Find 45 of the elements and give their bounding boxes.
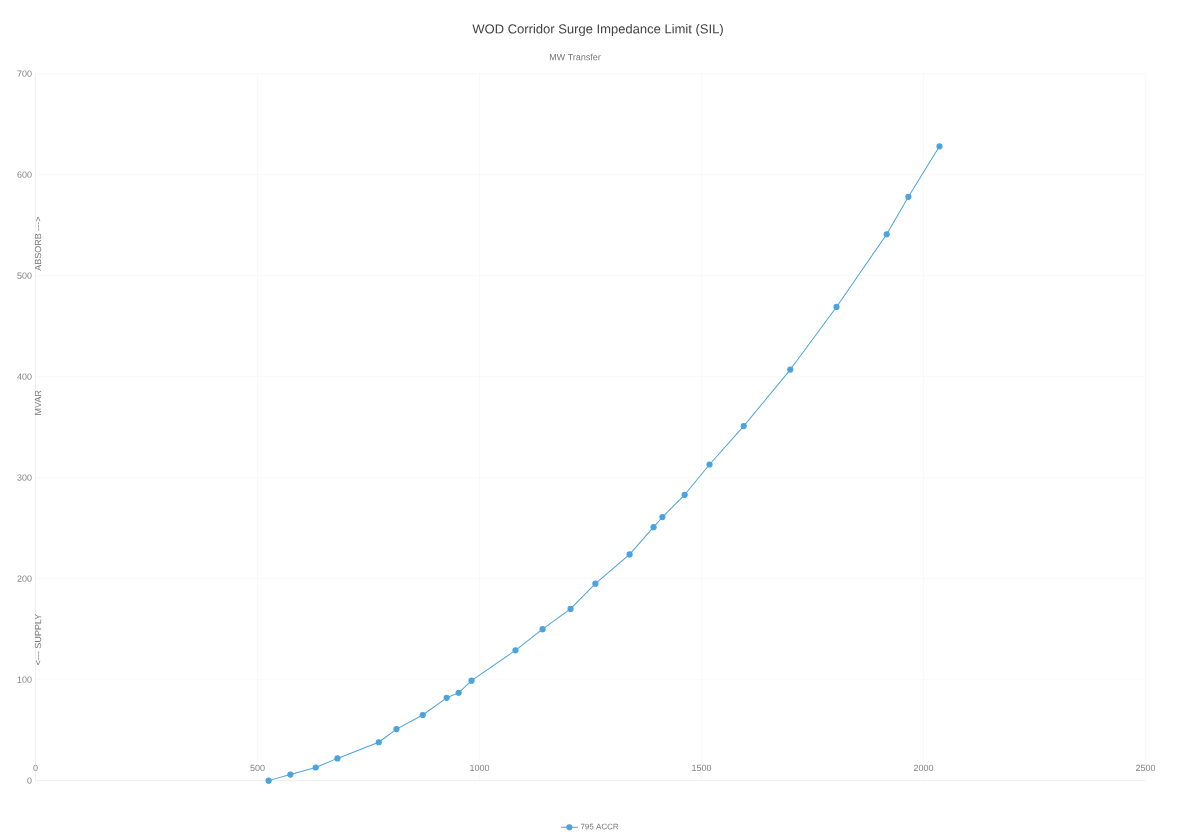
point — [681, 491, 688, 498]
point — [567, 605, 574, 613]
legend-label: 795 ACCR — [580, 823, 619, 830]
x-tick-label: 2500 — [1135, 764, 1156, 772]
point — [393, 726, 400, 733]
chart-title: WOD Corridor Surge Impedance Limit (SIL) — [472, 24, 723, 37]
y-tick-label: 700 — [17, 70, 32, 77]
point — [626, 551, 633, 558]
point — [512, 647, 519, 654]
x-tick-label: 0 — [33, 764, 38, 772]
y-tick-label: 200 — [17, 575, 32, 582]
point — [312, 764, 319, 771]
point — [883, 231, 890, 238]
point — [419, 711, 426, 719]
point — [539, 626, 546, 633]
point — [455, 689, 462, 696]
x-tick-label: 1500 — [692, 764, 712, 772]
x-axis-title: MW Transfer — [549, 53, 601, 61]
point — [650, 524, 657, 531]
point — [706, 461, 713, 468]
y-tick-label: 300 — [17, 474, 32, 481]
y-tick-label: 100 — [17, 676, 32, 683]
point — [833, 303, 840, 311]
point — [936, 143, 943, 150]
y-tick-label: 400 — [17, 373, 32, 380]
point — [592, 580, 599, 587]
point — [787, 366, 794, 373]
point — [659, 514, 666, 521]
x-tick-label: 1000 — [470, 764, 490, 772]
annotation: <--- SUPPLY — [34, 614, 42, 666]
point — [443, 694, 450, 702]
point — [375, 739, 382, 746]
x-tick-label: 500 — [250, 764, 265, 772]
y-tick-label: 600 — [17, 171, 32, 178]
point — [334, 755, 341, 762]
x-tick-label: 2000 — [913, 764, 934, 772]
y-axis-title: MVAR — [34, 390, 42, 415]
point — [740, 423, 747, 430]
annotation: ABSORB ---> — [34, 217, 42, 271]
point — [287, 771, 294, 778]
y-tick-label: 0 — [27, 777, 32, 784]
point — [265, 777, 272, 784]
y-tick-label: 500 — [17, 272, 32, 279]
point — [468, 677, 475, 684]
point — [905, 193, 912, 201]
